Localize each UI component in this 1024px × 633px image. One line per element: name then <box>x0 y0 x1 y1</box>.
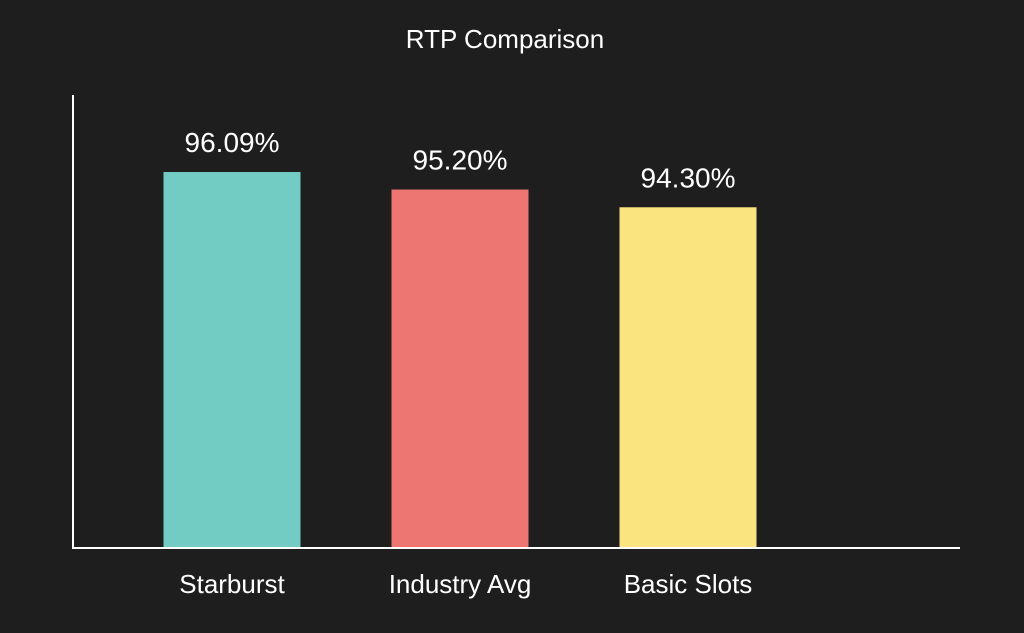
bar-value-label-0: 96.09% <box>185 127 280 158</box>
bar-value-label-1: 95.20% <box>413 145 508 176</box>
x-tick-label-2: Basic Slots <box>624 569 753 599</box>
x-tick-label-1: Industry Avg <box>389 569 532 599</box>
bar-value-label-2: 94.30% <box>641 162 736 193</box>
value-labels-layer: 96.09% 95.20% 94.30% <box>185 127 736 193</box>
bar-0 <box>163 172 301 548</box>
bar-1 <box>391 189 529 548</box>
chart-title: RTP Comparison <box>406 24 604 54</box>
bars-layer <box>163 172 757 549</box>
bar-2 <box>619 207 757 549</box>
x-tick-label-0: Starburst <box>179 569 285 599</box>
tick-labels-layer: Starburst Industry Avg Basic Slots <box>179 569 752 599</box>
